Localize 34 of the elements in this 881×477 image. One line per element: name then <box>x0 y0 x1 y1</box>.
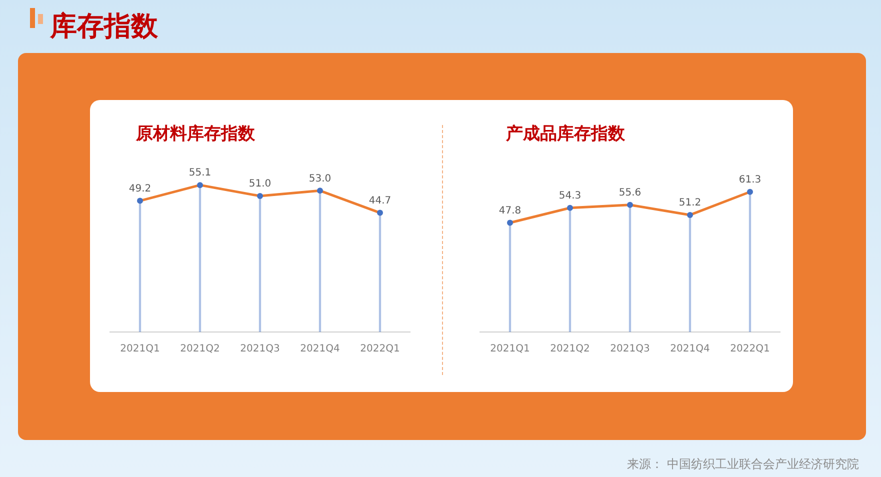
data-label: 47.8 <box>498 205 522 216</box>
data-label: 61.3 <box>738 174 762 186</box>
point <box>567 204 573 211</box>
chart-title: 原材料库存指数 <box>136 123 255 145</box>
x-tick-label: 2021Q3 <box>610 344 650 355</box>
x-tick-label: 2021Q2 <box>550 344 590 355</box>
text: 库存指数 <box>50 10 158 44</box>
data-label: 55.1 <box>188 168 212 179</box>
data-label: 54.3 <box>558 190 582 202</box>
point <box>687 212 693 218</box>
point <box>137 198 143 204</box>
point <box>317 188 323 194</box>
point <box>627 202 633 208</box>
data-label: 44.7 <box>368 195 392 206</box>
x-tick-label: 2021Q1 <box>120 344 160 355</box>
point <box>377 210 383 216</box>
data-label: 51.0 <box>248 178 272 190</box>
point <box>507 220 513 226</box>
point <box>257 193 263 199</box>
data-label: 51.2 <box>678 198 702 209</box>
x-tick-label: 2021Q4 <box>670 344 710 355</box>
x-tick-label: 2021Q3 <box>240 344 280 355</box>
data-label: 53.0 <box>308 173 332 184</box>
data-label: 49.2 <box>128 183 152 194</box>
x-tick-label: 2021Q4 <box>300 344 340 355</box>
point <box>747 188 753 195</box>
point <box>197 182 203 188</box>
source-note: 来源： 中国纺织工业联合会产业经济研究院 <box>627 456 859 473</box>
x-tick-label: 2021Q2 <box>180 344 220 355</box>
x-tick-label: 2022Q1 <box>360 344 400 355</box>
x-tick-label: 2022Q1 <box>730 344 770 355</box>
data-label: 55.6 <box>618 188 642 199</box>
chart-title: 产成品库存指数 <box>506 123 625 145</box>
x-tick-label: 2021Q1 <box>490 344 530 355</box>
